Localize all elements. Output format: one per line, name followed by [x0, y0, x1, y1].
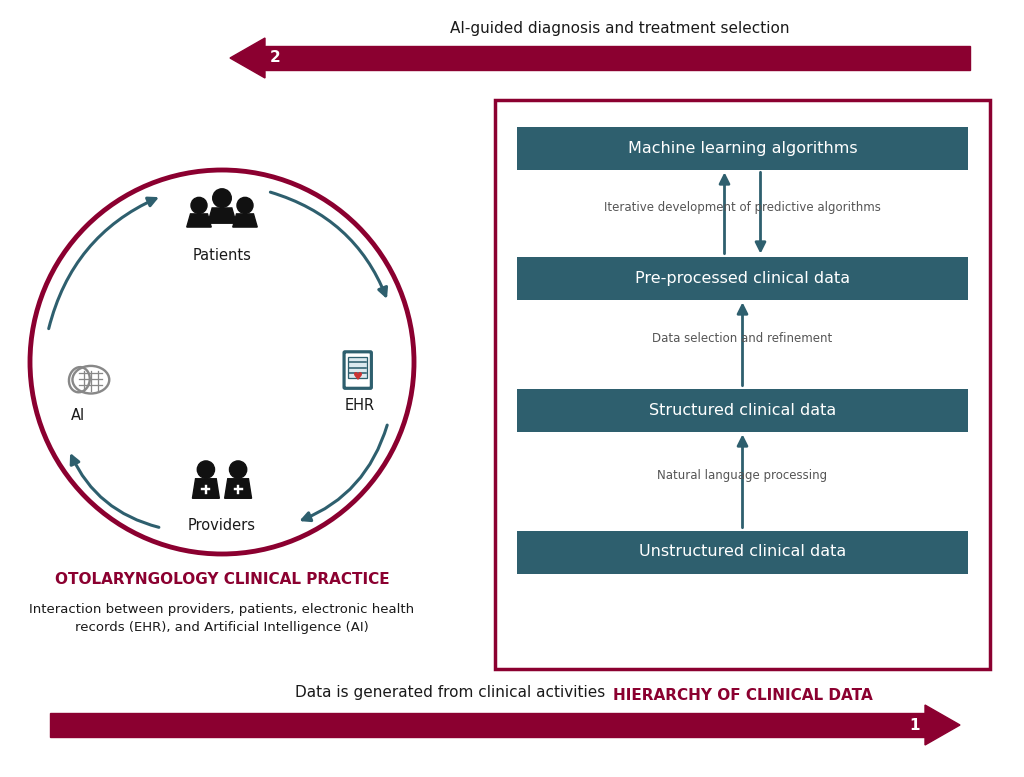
Text: HIERARCHY OF CLINICAL DATA: HIERARCHY OF CLINICAL DATA	[612, 688, 872, 703]
Text: AI-guided diagnosis and treatment selection: AI-guided diagnosis and treatment select…	[451, 20, 790, 36]
Text: Iterative development of predictive algorithms: Iterative development of predictive algo…	[604, 200, 881, 214]
Circle shape	[198, 461, 214, 478]
Bar	[50, 713, 925, 737]
FancyBboxPatch shape	[344, 352, 372, 388]
Text: OTOLARYNGOLOGY CLINICAL PRACTICE: OTOLARYNGOLOGY CLINICAL PRACTICE	[54, 572, 389, 587]
Text: Structured clinical data: Structured clinical data	[649, 402, 837, 417]
Text: Interaction between providers, patients, electronic health
records (EHR), and Ar: Interaction between providers, patients,…	[30, 604, 415, 635]
FancyBboxPatch shape	[517, 388, 968, 431]
Text: Pre-processed clinical data: Pre-processed clinical data	[635, 270, 850, 285]
Text: Machine learning algorithms: Machine learning algorithms	[628, 141, 857, 155]
FancyBboxPatch shape	[495, 100, 990, 669]
Text: Patients: Patients	[193, 248, 252, 263]
Bar	[348, 357, 368, 378]
Text: Providers: Providers	[188, 518, 256, 533]
Circle shape	[191, 197, 207, 214]
Text: Data is generated from clinical activities: Data is generated from clinical activiti…	[295, 685, 605, 701]
Polygon shape	[186, 214, 211, 227]
Circle shape	[237, 197, 253, 214]
Text: Data selection and refinement: Data selection and refinement	[652, 332, 833, 344]
Polygon shape	[232, 214, 257, 227]
FancyBboxPatch shape	[517, 256, 968, 299]
Text: Natural language processing: Natural language processing	[657, 469, 827, 482]
Text: EHR: EHR	[345, 398, 375, 413]
Polygon shape	[925, 705, 961, 745]
FancyBboxPatch shape	[517, 127, 968, 169]
Circle shape	[229, 461, 247, 478]
Polygon shape	[224, 479, 252, 498]
Circle shape	[213, 189, 231, 207]
Text: ♥: ♥	[352, 372, 362, 382]
Text: 1: 1	[909, 717, 921, 733]
Bar	[265, 46, 970, 70]
Polygon shape	[230, 38, 265, 78]
Text: 2: 2	[269, 51, 281, 65]
Text: AI: AI	[71, 408, 85, 423]
Text: Unstructured clinical data: Unstructured clinical data	[639, 545, 846, 559]
FancyBboxPatch shape	[517, 531, 968, 573]
Polygon shape	[208, 208, 237, 223]
Polygon shape	[193, 479, 219, 498]
